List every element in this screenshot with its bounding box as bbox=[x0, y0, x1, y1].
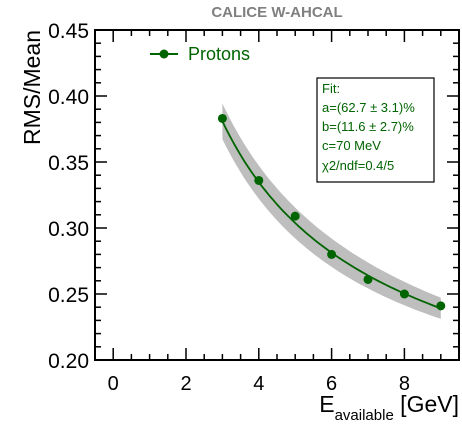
y-tick-label: 0.30 bbox=[48, 218, 89, 241]
legend-label: Protons bbox=[188, 44, 250, 64]
chart-title: CALICE W-AHCAL bbox=[211, 4, 342, 21]
fit-band-area bbox=[222, 103, 441, 319]
x-axis-label-unit: [GeV] bbox=[394, 391, 459, 417]
x-tick-labels: 0 2 4 6 8 bbox=[108, 373, 410, 395]
y-tick-label: 0.25 bbox=[48, 284, 89, 307]
y-tick-label: 0.35 bbox=[48, 152, 89, 175]
fit-info-box-frame bbox=[316, 77, 435, 183]
fit-error-band bbox=[222, 103, 441, 319]
y-axis-label: RMS/Mean bbox=[19, 30, 45, 145]
data-point bbox=[363, 274, 373, 284]
x-axis-label-subscript: available bbox=[335, 407, 394, 424]
fit-info-line: a=(62.7 ± 3.1)% bbox=[322, 100, 415, 115]
data-point bbox=[399, 289, 409, 299]
fit-info-line: c=70 MeV bbox=[322, 138, 381, 153]
x-tick-label: 6 bbox=[326, 373, 337, 395]
data-point bbox=[327, 249, 337, 259]
x-tick-label: 8 bbox=[399, 373, 410, 395]
y-tick-labels: 0.20 0.25 0.30 0.35 0.40 0.45 bbox=[48, 20, 89, 373]
fit-info-line: b=(11.6 ± 2.7)% bbox=[322, 119, 414, 134]
data-point bbox=[217, 113, 227, 123]
legend: Protons bbox=[150, 44, 250, 64]
legend-marker bbox=[159, 49, 169, 59]
y-tick-label: 0.45 bbox=[48, 20, 89, 43]
axis-ticks bbox=[95, 29, 459, 361]
x-axis-label: Eavailable [GeV] bbox=[319, 391, 459, 424]
fit-info-box: Fit: a=(62.7 ± 3.1)% b=(11.6 ± 2.7)% c=7… bbox=[316, 77, 435, 183]
y-tick-label: 0.20 bbox=[48, 350, 89, 373]
data-point bbox=[290, 211, 300, 221]
data-point bbox=[254, 175, 264, 185]
x-tick-label: 4 bbox=[253, 373, 264, 395]
data-point bbox=[436, 301, 446, 311]
x-tick-label: 2 bbox=[180, 373, 191, 395]
fit-info-line: χ2/ndf=0.4/5 bbox=[322, 158, 394, 173]
fit-info-line: Fit: bbox=[322, 81, 340, 96]
data-points bbox=[217, 113, 446, 311]
y-tick-label: 0.40 bbox=[48, 86, 89, 109]
x-tick-label: 0 bbox=[108, 373, 119, 395]
x-axis-label-main: E bbox=[319, 391, 334, 417]
